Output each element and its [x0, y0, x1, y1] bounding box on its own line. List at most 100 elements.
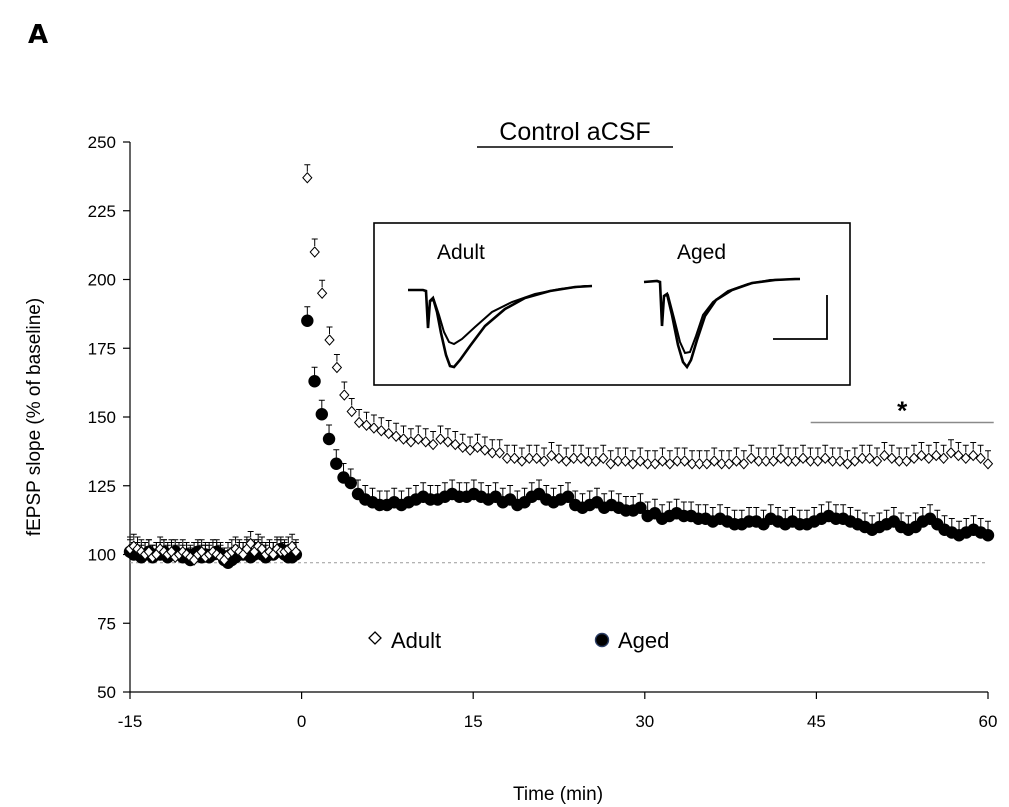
data-point	[849, 455, 860, 467]
x-axis: -15 0 15 30 45 60	[118, 691, 997, 731]
data-point	[383, 427, 394, 440]
inset-trace-adult-2	[429, 285, 592, 346]
data-point	[376, 425, 387, 437]
inset-frame	[373, 222, 851, 386]
data-point	[968, 449, 979, 462]
data-point	[960, 452, 971, 464]
data-point	[398, 433, 409, 445]
data-point	[538, 455, 550, 467]
data-point	[435, 433, 446, 445]
data-point	[886, 452, 897, 464]
data-point	[746, 452, 757, 464]
data-point	[487, 447, 498, 459]
data-point	[605, 458, 616, 470]
series-layer	[123, 164, 995, 569]
data-point	[775, 452, 787, 464]
y-tick-label: 175	[88, 339, 116, 358]
data-point	[642, 458, 653, 470]
significance-marker: *	[810, 396, 994, 426]
data-point	[302, 172, 313, 184]
data-point	[783, 455, 794, 467]
data-point	[353, 416, 365, 429]
data-point	[805, 455, 816, 467]
data-point	[657, 455, 668, 467]
chart-title: Control aCSF	[499, 118, 650, 146]
data-point	[620, 455, 631, 467]
legend: Adult Aged	[368, 628, 669, 653]
x-tick-label: 0	[297, 712, 306, 731]
data-point	[701, 458, 713, 470]
data-point	[494, 447, 505, 459]
x-tick-label: -15	[118, 712, 143, 731]
inset-label-adult: Adult	[437, 241, 485, 264]
legend-label-adult: Adult	[391, 628, 441, 653]
inset-traces: Adult Aged	[373, 222, 851, 386]
data-point	[908, 452, 920, 464]
data-point	[368, 422, 380, 434]
data-point	[316, 287, 328, 299]
x-tick-label: 45	[807, 712, 826, 731]
data-point	[315, 408, 329, 421]
data-point	[472, 441, 483, 453]
data-point	[982, 458, 994, 470]
data-point	[820, 452, 831, 464]
data-point	[442, 436, 454, 448]
data-point	[561, 455, 572, 467]
y-tick-label: 125	[88, 477, 116, 496]
data-point	[864, 452, 875, 464]
panel-label: A	[28, 20, 48, 50]
y-tick-label: 100	[88, 546, 116, 565]
data-point	[420, 436, 431, 448]
data-point	[975, 452, 986, 464]
data-point	[322, 432, 336, 446]
data-point	[308, 375, 321, 388]
inset-trace-aged-2	[663, 278, 801, 355]
data-point	[501, 452, 513, 464]
legend-entry-adult: Adult	[368, 628, 441, 653]
data-point	[945, 447, 957, 459]
data-point	[516, 455, 528, 467]
data-point	[731, 455, 742, 467]
data-point	[916, 449, 927, 462]
data-point	[738, 458, 750, 470]
y-tick-label: 225	[88, 202, 116, 221]
data-point	[709, 455, 720, 467]
data-point	[694, 458, 705, 470]
y-tick-label: 50	[97, 683, 116, 702]
y-tick-label: 200	[88, 271, 116, 290]
y-tick-label: 150	[88, 408, 116, 427]
data-point	[427, 438, 439, 451]
data-point	[524, 452, 535, 464]
data-point	[301, 314, 314, 327]
data-point	[760, 455, 772, 467]
legend-marker-aged	[594, 632, 610, 648]
inset-scale-bar	[773, 295, 828, 340]
data-point	[546, 449, 557, 462]
data-point	[931, 449, 942, 462]
data-point	[390, 430, 402, 442]
data-point	[450, 438, 461, 451]
data-point	[686, 458, 698, 470]
data-point	[634, 501, 647, 514]
data-point	[753, 455, 764, 467]
series-adult	[302, 164, 994, 470]
data-point	[464, 444, 476, 456]
inset-label-aged: Aged	[677, 241, 726, 264]
data-point	[245, 537, 256, 550]
data-point	[598, 452, 609, 464]
data-point	[561, 490, 575, 503]
data-point	[923, 452, 934, 464]
data-point	[827, 455, 838, 467]
data-point	[405, 436, 417, 448]
legend-entry-aged: Aged	[594, 628, 669, 653]
data-point	[627, 458, 639, 470]
data-point	[953, 449, 964, 462]
data-point	[290, 546, 302, 558]
data-point	[509, 452, 520, 464]
y-axis: 50 75 100 125 150 175 200 225 250	[88, 133, 131, 702]
data-point	[790, 455, 801, 467]
data-point	[716, 458, 727, 470]
data-point	[590, 455, 602, 467]
